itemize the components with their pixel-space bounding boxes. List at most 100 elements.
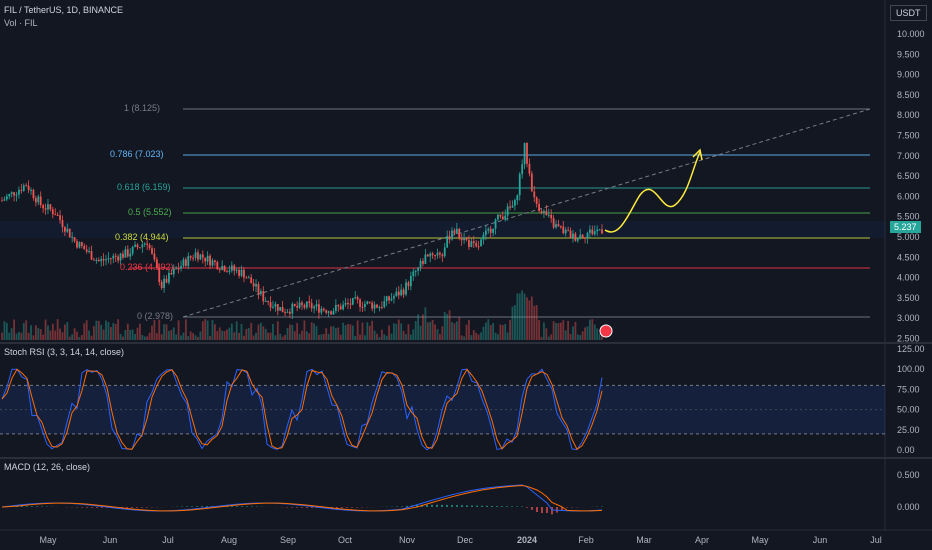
candle-body (218, 269, 221, 271)
candle-body (409, 276, 412, 287)
candle-body (61, 220, 64, 228)
candle-body (400, 289, 403, 296)
volume-bar (364, 335, 366, 340)
candle-body (269, 302, 272, 308)
volume-bar (182, 332, 185, 340)
volume-bar (66, 322, 69, 340)
symbol-title[interactable]: FIL / TetherUS, 1D, BINANCE (4, 5, 124, 15)
macd-hist (526, 507, 528, 508)
macd-hist (36, 506, 38, 507)
volume-bar (49, 330, 52, 340)
macd-hist (546, 507, 548, 513)
volume-bar (489, 325, 492, 340)
volume-bar (206, 320, 209, 340)
volume-bar (506, 332, 509, 340)
volume-bar (262, 326, 265, 340)
volume-bar (141, 335, 144, 340)
candle-body (439, 252, 441, 255)
macd-hist (291, 507, 293, 508)
volume-bar (468, 319, 470, 340)
volume-bar (545, 328, 548, 340)
candle-body (475, 242, 478, 247)
volume-bar (30, 325, 32, 340)
candle-body (54, 214, 57, 216)
stoch-rsi-legend[interactable]: Stoch RSI (3, 3, 14, 14, close) (4, 347, 125, 357)
volume-bar (443, 312, 446, 340)
macd-hist (241, 506, 243, 507)
volume-bar (64, 324, 66, 340)
volume-bar (76, 331, 78, 340)
candle-body (540, 210, 543, 214)
time-tick: Jul (162, 535, 174, 545)
macd-hist (141, 507, 143, 508)
macd-hist (461, 505, 463, 507)
volume-bar (276, 321, 279, 340)
volume-bar (380, 329, 383, 340)
candle-body (564, 229, 567, 234)
candle-body (376, 304, 378, 308)
candle-body (107, 258, 110, 260)
volume-legend[interactable]: Vol · FIL (4, 18, 38, 28)
candle-body (361, 306, 364, 308)
volume-bar (136, 327, 139, 340)
candle-body (158, 267, 161, 282)
candle-body (305, 301, 308, 308)
volume-bar (305, 331, 308, 340)
macd-hist (41, 506, 43, 507)
volume-bar (310, 322, 313, 340)
fib-level-label: 0.786 (7.023) (110, 149, 164, 159)
volume-bar (499, 324, 502, 340)
macd-legend[interactable]: MACD (12, 26, close) (4, 462, 91, 472)
candle-body (303, 305, 306, 308)
candle-body (504, 215, 507, 220)
macd-hist (446, 504, 448, 507)
projection-path (604, 151, 701, 233)
candle-body (431, 253, 434, 256)
fib-level-label: 0.236 (4.192) (120, 262, 174, 272)
currency-button[interactable]: USDT (890, 5, 927, 21)
volume-bar (497, 334, 499, 340)
volume-bar (598, 333, 601, 340)
volume-bar (73, 328, 76, 340)
price-tick: 5.000 (897, 232, 920, 242)
candle-body (557, 224, 560, 227)
price-tick: 2.500 (897, 334, 920, 344)
projection-arrow (692, 148, 703, 161)
volume-bar (492, 323, 495, 340)
candle-body (499, 214, 502, 217)
candle-body (429, 253, 432, 257)
candle-body (451, 230, 453, 240)
macd-hist (26, 506, 28, 507)
stoch-tick: 0.00 (897, 445, 915, 455)
volume-bar (484, 322, 487, 340)
volume-bar (139, 323, 141, 340)
price-tick: 9.000 (897, 70, 920, 80)
candle-body (494, 219, 497, 229)
volume-bar (289, 324, 291, 340)
volume-bar (107, 322, 110, 340)
volume-bar (78, 336, 81, 340)
volume-bar (267, 332, 270, 340)
macd-tick: 0.500 (897, 470, 920, 480)
volume-bar (129, 329, 132, 340)
volume-bar (356, 320, 359, 340)
macd-hist (436, 504, 438, 507)
volume-bar (540, 336, 543, 340)
volume-bar (143, 336, 146, 340)
candle-body (364, 303, 366, 308)
candle-body (8, 193, 11, 197)
candle-body (514, 200, 516, 206)
volume-bar (504, 324, 507, 340)
candle-body (199, 254, 202, 260)
volume-bar (37, 328, 40, 340)
volume-bar (13, 319, 15, 340)
candle-body (455, 228, 458, 234)
candle-body (584, 237, 586, 239)
candle-body (516, 195, 519, 201)
volume-bar (8, 332, 11, 340)
time-tick: Jun (813, 535, 828, 545)
volume-bar (472, 330, 475, 340)
volume-bar (153, 319, 156, 340)
candle-body (547, 214, 550, 216)
